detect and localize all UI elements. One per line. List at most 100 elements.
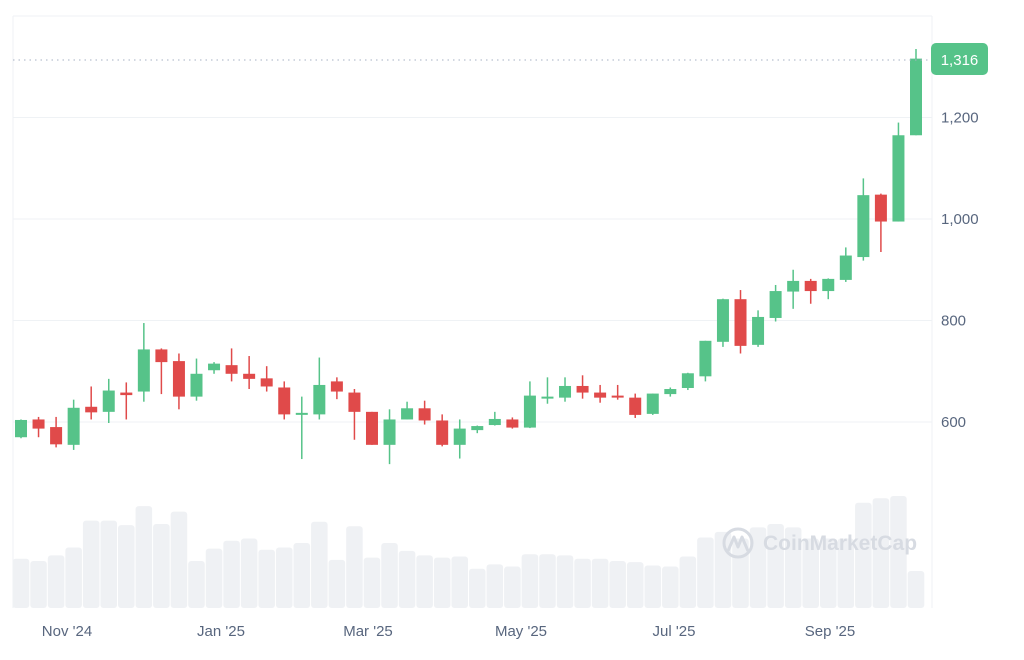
candle[interactable]: [699, 340, 712, 382]
volume-bar: [82, 520, 100, 608]
volume-bar: [521, 554, 539, 608]
volume-bar: [12, 558, 30, 608]
candle[interactable]: [225, 348, 238, 382]
volume-bar: [118, 525, 135, 608]
volume-bar: [819, 538, 837, 608]
candle[interactable]: [383, 409, 396, 465]
volume-bar: [153, 524, 170, 608]
candle[interactable]: [471, 425, 484, 434]
candle[interactable]: [541, 377, 554, 404]
volume-bar: [802, 538, 819, 608]
y-axis: 600 800 1,000 1,200: [941, 110, 979, 432]
candle[interactable]: [681, 372, 694, 391]
candle[interactable]: [874, 193, 887, 252]
volume-bar: [609, 560, 626, 608]
candle[interactable]: [418, 400, 431, 425]
volume-bar: [486, 564, 504, 608]
volume-bar: [240, 538, 258, 608]
candle[interactable]: [243, 356, 256, 390]
candle[interactable]: [594, 384, 607, 403]
y-tick-label: 1,200: [941, 110, 979, 127]
x-tick-label: Nov '24: [42, 623, 92, 640]
candle[interactable]: [488, 411, 501, 426]
volume-bar: [697, 537, 714, 608]
candle[interactable]: [190, 358, 203, 401]
volume-bar: [574, 558, 591, 608]
candle[interactable]: [260, 366, 273, 392]
candle[interactable]: [559, 377, 572, 402]
x-tick-label: Jul '25: [653, 623, 696, 640]
x-axis: Nov '24 Jan '25 Mar '25 May '25 Jul '25 Sep '…: [42, 623, 855, 640]
candle[interactable]: [295, 396, 308, 460]
volume-bar: [662, 566, 679, 608]
volume-bar: [47, 555, 65, 608]
candle[interactable]: [506, 417, 519, 429]
volume-bar: [346, 526, 363, 608]
candle[interactable]: [910, 48, 922, 136]
candle[interactable]: [137, 323, 150, 402]
candle[interactable]: [67, 399, 80, 450]
current-price-tag: 1,316: [931, 43, 988, 75]
candles: [15, 48, 922, 465]
volume-bar: [855, 502, 872, 608]
volume-bar: [469, 568, 486, 608]
candle[interactable]: [278, 381, 291, 420]
candle[interactable]: [804, 278, 817, 304]
candle[interactable]: [313, 357, 326, 420]
volume-bar: [591, 558, 609, 608]
candle[interactable]: [629, 393, 642, 418]
volume-bar: [381, 543, 398, 608]
volume-bar: [907, 571, 925, 608]
candle[interactable]: [822, 278, 835, 300]
volume-bar: [504, 566, 521, 608]
y-tick-label: 800: [941, 313, 966, 330]
volume-bar: [556, 555, 574, 608]
volume-bar: [749, 527, 767, 608]
candle[interactable]: [769, 284, 782, 322]
candle[interactable]: [523, 381, 536, 429]
candle[interactable]: [787, 269, 800, 309]
candle[interactable]: [172, 353, 185, 410]
candle[interactable]: [50, 416, 63, 448]
x-tick-label: Sep '25: [805, 623, 855, 640]
candle[interactable]: [436, 414, 449, 447]
candle[interactable]: [330, 377, 343, 400]
x-tick-label: Jan '25: [197, 623, 245, 640]
candle[interactable]: [752, 310, 765, 347]
volume-bar: [275, 547, 293, 608]
candle[interactable]: [734, 290, 747, 354]
volume-bar: [223, 540, 240, 608]
candle[interactable]: [892, 122, 905, 222]
candle[interactable]: [646, 393, 659, 415]
candle[interactable]: [348, 389, 361, 440]
candle[interactable]: [120, 382, 133, 420]
volume-bar: [784, 527, 802, 608]
volume-bar: [626, 562, 644, 608]
candle[interactable]: [15, 419, 27, 439]
candle[interactable]: [857, 178, 870, 261]
candle[interactable]: [576, 375, 589, 399]
candle[interactable]: [401, 401, 414, 420]
watermark: CoinMarketCap: [722, 527, 917, 559]
candle[interactable]: [453, 419, 466, 459]
candle[interactable]: [85, 386, 98, 420]
volume-bar: [679, 556, 697, 608]
volume-bar: [539, 554, 556, 608]
volume-bar: [433, 557, 451, 608]
candle[interactable]: [208, 362, 221, 374]
volume-bar: [644, 565, 662, 608]
candle[interactable]: [155, 348, 168, 395]
candle[interactable]: [611, 384, 624, 400]
volume-bar: [65, 547, 82, 608]
volume-bar: [890, 496, 907, 608]
candle[interactable]: [102, 378, 115, 424]
candle[interactable]: [716, 298, 729, 347]
candle[interactable]: [365, 411, 378, 445]
coinmarketcap-logo-icon: [722, 527, 754, 559]
volume-bar: [135, 506, 153, 608]
volume-bar: [837, 538, 855, 608]
candle[interactable]: [664, 387, 677, 397]
candle[interactable]: [839, 247, 852, 282]
candle[interactable]: [32, 416, 45, 438]
